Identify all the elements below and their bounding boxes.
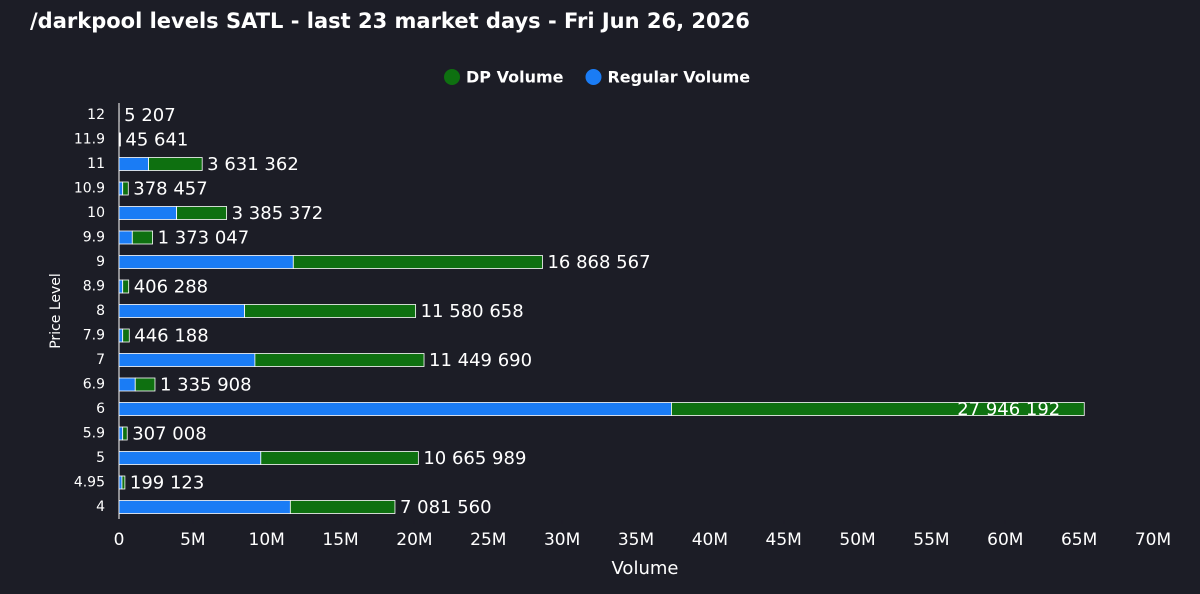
data-label: 11 449 690	[429, 350, 532, 371]
x-tick-label: 45M	[766, 530, 802, 550]
bar-segment	[122, 426, 128, 441]
data-label: 10 665 989	[423, 448, 526, 469]
x-tick-label: 0	[114, 530, 125, 550]
bar-segment	[118, 230, 133, 245]
data-label: 7 081 560	[400, 497, 492, 518]
bar-segment	[289, 500, 396, 514]
x-tick-label: 70M	[1135, 530, 1171, 550]
data-label: 1 335 908	[160, 375, 252, 396]
bar-segment	[118, 181, 124, 196]
y-tick-label: 5	[96, 450, 105, 466]
y-tick-label: 6	[96, 401, 105, 417]
bar-segment	[260, 451, 419, 465]
y-tick-label: 10	[87, 205, 105, 221]
bar-segment	[118, 402, 672, 416]
y-tick-label: 9.9	[83, 230, 105, 246]
bar-segment	[122, 181, 129, 196]
x-axis-label: Volume	[612, 558, 679, 579]
bar-segment	[118, 304, 245, 318]
y-tick-label: 11	[87, 156, 105, 172]
bar-segment	[118, 475, 123, 490]
bar-segment	[131, 230, 153, 245]
bar-segment	[118, 353, 256, 367]
bar-segment	[118, 255, 294, 269]
y-tick-label: 10.9	[74, 181, 105, 197]
bar-segment	[118, 328, 124, 343]
legend-label: DP Volume	[466, 68, 564, 87]
bar-segment	[118, 157, 149, 171]
bar-segment	[671, 402, 1085, 416]
x-tick-label: 5M	[180, 530, 205, 550]
y-tick-label: 6.9	[83, 377, 105, 393]
data-label: 1 373 047	[158, 228, 250, 249]
bar-segment	[134, 377, 156, 392]
y-tick-label: 9	[96, 254, 105, 270]
y-tick-label: 12	[87, 107, 105, 123]
data-label: 307 008	[132, 424, 206, 445]
bar-segment	[122, 279, 130, 294]
x-tick-label: 65M	[1061, 530, 1097, 550]
bar-segment	[118, 279, 124, 294]
data-label: 16 868 567	[547, 252, 650, 273]
x-tick-label: 60M	[987, 530, 1023, 550]
bar-segment	[118, 377, 136, 392]
data-label: 3 385 372	[232, 203, 324, 224]
bar-segment	[119, 132, 121, 147]
bar-segment	[148, 157, 203, 171]
y-tick-label: 4	[96, 499, 105, 515]
bar-segment	[122, 328, 130, 343]
bar-segment	[118, 426, 124, 441]
bar-segment	[292, 255, 543, 269]
y-tick-label: 4.95	[74, 475, 105, 491]
bar-segment	[254, 353, 425, 367]
x-tick-label: 30M	[544, 530, 580, 550]
data-label: 446 188	[134, 326, 208, 347]
legend-marker	[585, 69, 602, 85]
bar-segment	[176, 206, 228, 220]
y-axis-label: Price Level	[48, 273, 64, 349]
data-label: 45 641	[125, 130, 188, 151]
x-tick-label: 40M	[692, 530, 728, 550]
data-label: 5 207	[124, 105, 176, 126]
x-tick-label: 50M	[839, 530, 875, 550]
y-tick-label: 5.9	[83, 426, 105, 442]
chart-title: /darkpool levels SATL - last 23 market d…	[30, 9, 750, 33]
x-tick-label: 20M	[396, 530, 432, 550]
bar-segment	[244, 304, 417, 318]
y-tick-label: 8.9	[83, 279, 105, 295]
data-label: 3 631 362	[207, 154, 299, 175]
bar-segment	[118, 451, 262, 465]
legend-marker	[444, 69, 460, 85]
bar-segment	[118, 206, 178, 220]
x-tick-label: 35M	[618, 530, 654, 550]
data-label: 27 946 192	[957, 399, 1060, 420]
data-label: 378 457	[133, 179, 207, 200]
x-tick-label: 15M	[322, 530, 358, 550]
data-label: 11 580 658	[421, 301, 524, 322]
legend-label: Regular Volume	[607, 68, 750, 87]
x-tick-label: 55M	[913, 530, 949, 550]
x-tick-label: 10M	[249, 530, 285, 550]
bar-segment	[118, 500, 291, 514]
y-tick-label: 7	[96, 352, 105, 368]
y-tick-label: 8	[96, 303, 105, 319]
data-label: 199 123	[130, 473, 204, 494]
x-tick-label: 25M	[470, 530, 506, 550]
y-tick-label: 7.9	[83, 328, 105, 344]
y-tick-label: 11.9	[74, 132, 105, 148]
bar-segment	[121, 475, 126, 490]
data-label: 406 288	[134, 277, 208, 298]
